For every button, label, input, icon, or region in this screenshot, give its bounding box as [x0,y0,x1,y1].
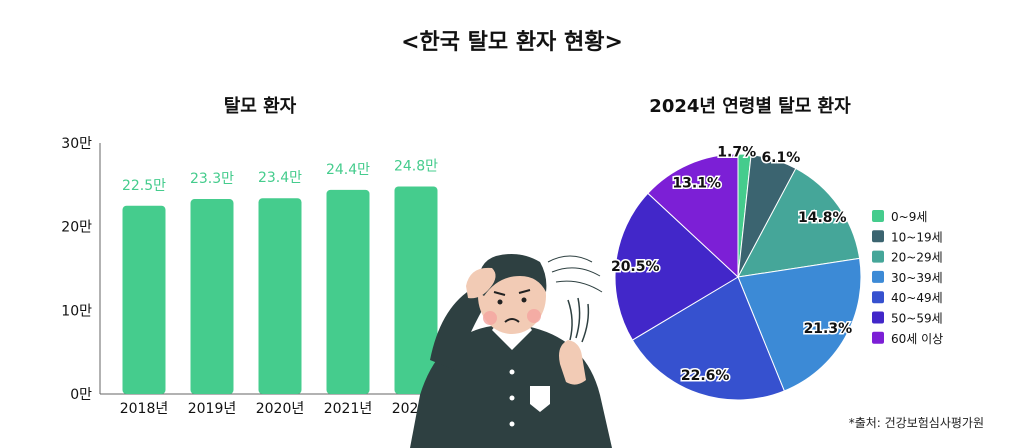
bar [258,198,302,394]
y-tick-label: 30만 [61,136,92,152]
legend-label: 40~49세 [891,291,943,305]
legend-swatch [872,250,884,263]
y-tick-label: 10만 [61,303,92,319]
bar-data-label: 23.3만 [190,171,234,187]
bar-data-label: 24.8만 [394,159,438,175]
x-tick-label: 2019년 [188,401,237,417]
pie-slice [614,192,739,341]
pie-slice [631,276,785,401]
bar-chart-title: 탈모 환자 [223,96,297,117]
bar [394,186,438,394]
legend-label: 0~9세 [891,210,927,224]
bar-data-label: 22.5만 [122,178,166,194]
legend-label: 30~39세 [891,271,943,285]
pie-data-label: 21.3% [804,321,853,337]
y-tick-label: 0만 [70,387,92,403]
legend-swatch [872,291,884,304]
legend-swatch [872,311,884,324]
legend-swatch [872,270,884,283]
pie-data-label: 1.7% [717,145,756,161]
x-tick-label: 2018년 [120,401,169,417]
pie-data-label: 14.8% [798,210,847,226]
bar [122,205,166,394]
x-tick-label: 2021년 [324,401,373,417]
pie-chart-title: 2024년 연령별 탈모 환자 [649,96,851,117]
pie-slice [647,153,739,279]
stressed-man-illustration [410,254,612,448]
source-note: *출처: 건강보험심사평가원 [848,416,984,430]
legend-label: 10~19세 [891,230,943,244]
legend-label: 50~59세 [891,312,943,326]
pie-data-label: 13.1% [672,175,721,191]
pie-slice [737,167,861,278]
bar [326,189,370,394]
bar-chart: 0만 10만 20만 30만 22.5만 2018년 23.3만 2019년 23.4만 2020… [61,136,450,417]
legend-swatch [872,210,884,222]
legend-label: 20~29세 [891,251,943,265]
y-tick-label: 20만 [61,220,92,236]
pie-data-label: 22.6% [681,368,730,384]
legend-label: 60세 이상 [891,332,943,346]
bar [190,199,234,394]
legend-swatch [872,331,884,344]
legend-swatch [872,230,884,243]
pie-data-label: 20.5% [611,259,660,275]
bar-data-label: 23.4만 [258,170,302,186]
bar-data-label: 24.4만 [326,162,370,178]
pie-chart: 1.7% 6.1% 14.8% 21.3% 22.6% 20.5% 13.1% [609,143,862,401]
x-tick-label: 2020년 [256,401,305,417]
page-title: <한국 탈모 환자 현황> [401,30,623,55]
pie-slice [737,257,862,392]
pie-legend: 0~9세 10~19세 20~29세 30~39세 40~49세 50~59세 60세 이상 [872,210,943,346]
pie-data-label: 6.1% [761,150,800,166]
